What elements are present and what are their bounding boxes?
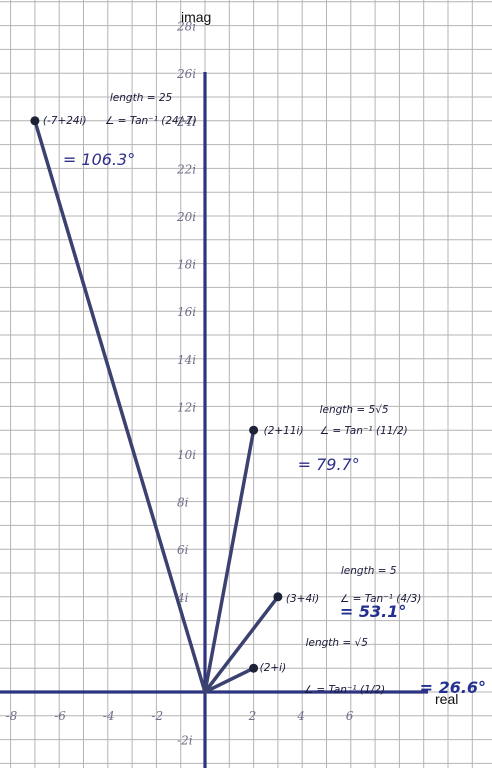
x-tick-label: -4	[103, 709, 115, 723]
y-tick-label: 28i	[176, 20, 196, 34]
angle-value: = 26.6°	[420, 678, 486, 697]
point-label: (2+i)	[260, 662, 287, 674]
angle-formula: ∠ = Tan⁻¹ (1/2)	[304, 684, 385, 696]
y-tick-label: 24i	[176, 115, 196, 129]
length-note: length = √5	[306, 637, 369, 649]
vector-line	[33, 119, 207, 694]
y-tick-label: 12i	[177, 400, 196, 414]
vector-line	[203, 428, 256, 694]
y-tick-label: 14i	[177, 353, 196, 367]
angle-formula: ∠ = Tan⁻¹ (11/2)	[320, 425, 408, 437]
angle-value: = 106.3°	[63, 150, 135, 169]
y-tick-label: 8i	[177, 496, 189, 510]
annotations: (-7+24i) length = 25 ∠ = Tan⁻¹ (24/-7) = 10…	[43, 92, 486, 697]
axes	[0, 72, 428, 768]
x-tick-label: 6	[346, 709, 354, 723]
y-tick-label: 22i	[176, 162, 196, 176]
x-tick-label: -6	[54, 709, 66, 723]
x-tick-label: 4	[296, 709, 305, 723]
y-tick-label: 16i	[177, 305, 196, 319]
y-tick-label: 20i	[176, 210, 196, 224]
length-note: length = 25	[110, 92, 173, 104]
y-axis-label: imag	[181, 9, 211, 25]
vector-line	[203, 595, 280, 694]
x-tick-label: -8	[6, 709, 18, 723]
length-note: length = 5√5	[320, 404, 389, 416]
point-label: (3+4i)	[286, 593, 319, 605]
angle-value: = 53.1°	[340, 602, 406, 621]
vector-endpoint	[249, 663, 259, 673]
vectors	[30, 116, 283, 694]
x-tick-label: -2	[151, 709, 163, 723]
vector-endpoint	[249, 425, 259, 435]
y-tick-label: 6i	[177, 543, 189, 557]
y-tick-label: 18i	[177, 258, 196, 272]
vector-line	[203, 666, 256, 694]
y-tick-label: -2i	[177, 734, 193, 748]
length-note: length = 5	[341, 565, 397, 577]
tick-labels: -8 -6 -4 -2 2 4 6-2i4i6i8i10i12i14i16i18i20i22…	[6, 20, 354, 748]
point-label: (-7+24i)	[43, 115, 87, 127]
angle-formula: ∠ = Tan⁻¹ (4/3)	[340, 593, 421, 605]
x-axis-label: real	[435, 691, 458, 707]
x-tick-label: 2	[248, 709, 257, 723]
vector-endpoint	[273, 592, 283, 602]
y-tick-label: 26i	[176, 67, 196, 81]
angle-formula: ∠ = Tan⁻¹ (24/-7)	[105, 115, 197, 127]
point-label: (2+11i)	[264, 425, 304, 437]
y-tick-label: 10i	[177, 448, 196, 462]
vector-endpoint	[30, 116, 40, 126]
angle-value: = 79.7°	[298, 455, 360, 474]
